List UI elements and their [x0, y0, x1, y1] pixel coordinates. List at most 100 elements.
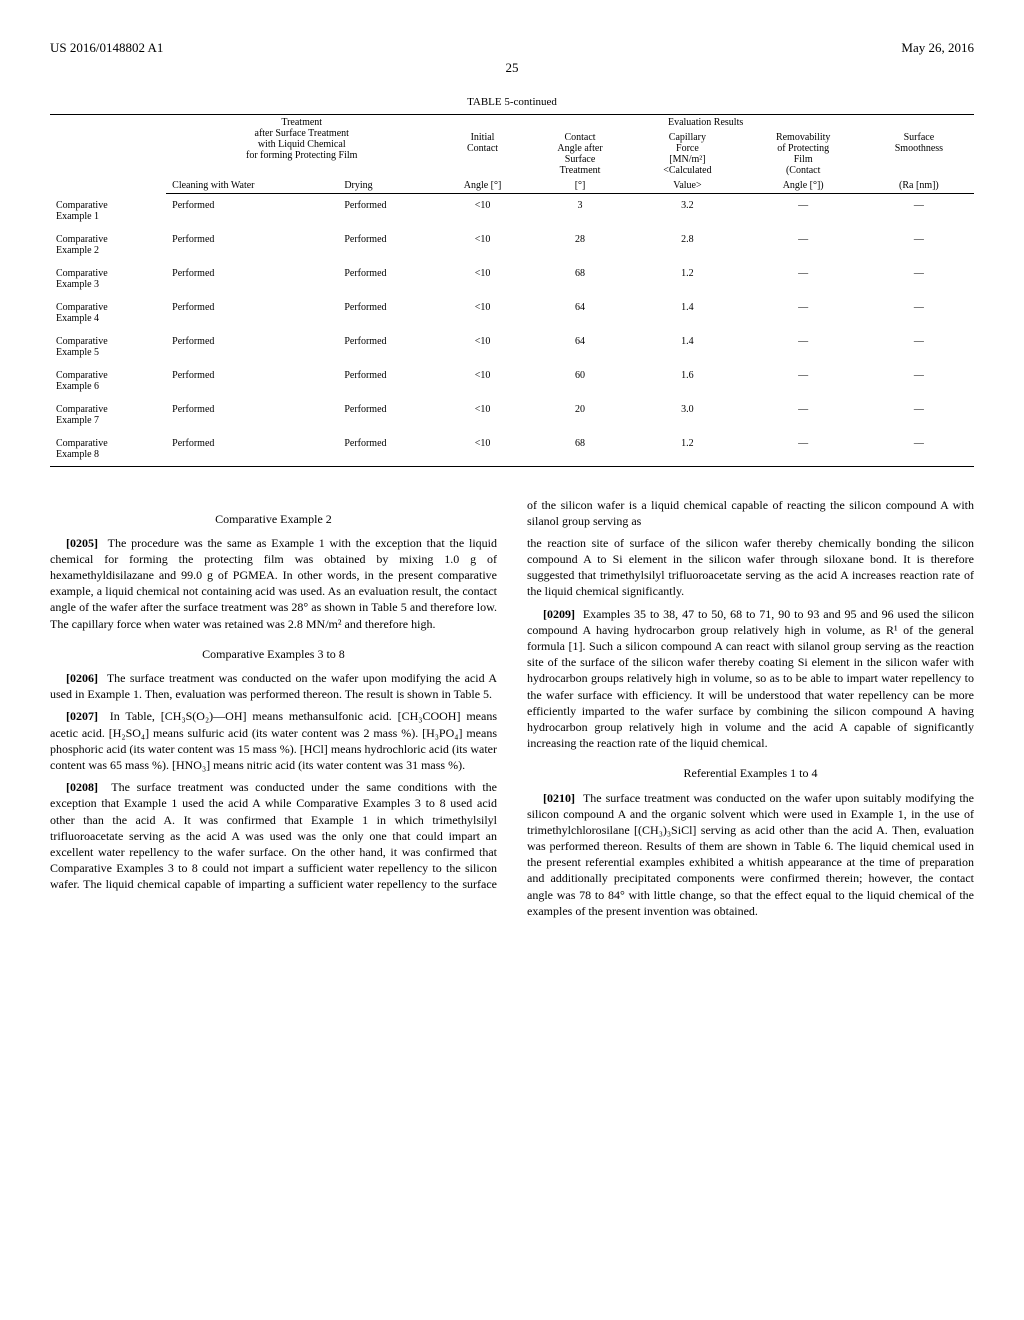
table-cell: <10	[437, 398, 528, 432]
table-cell: Comparative Example 5	[50, 330, 166, 364]
table-cell: <10	[437, 296, 528, 330]
table-cell: —	[864, 432, 974, 467]
table-cell: Performed	[166, 262, 338, 296]
table-cell: <10	[437, 364, 528, 398]
table-row: Comparative Example 3PerformedPerformed<…	[50, 262, 974, 296]
para-text: The procedure was the same as Example 1 …	[50, 536, 497, 631]
table-cell: Performed	[166, 432, 338, 467]
table-row: Comparative Example 4PerformedPerformed<…	[50, 296, 974, 330]
table-cell: 1.4	[632, 330, 742, 364]
table-cell: —	[743, 262, 864, 296]
table-cell: 20	[528, 398, 633, 432]
table-cell: Performed	[166, 194, 338, 228]
table-cell: —	[743, 398, 864, 432]
table-cell: Performed	[166, 330, 338, 364]
table-cell: 3.2	[632, 194, 742, 228]
table-cell: —	[864, 194, 974, 228]
col-angle: Angle [°]	[437, 178, 528, 194]
section-head-ref: Referential Examples 1 to 4	[527, 765, 974, 781]
section-head-ce38: Comparative Examples 3 to 8	[50, 646, 497, 662]
table-cell: 68	[528, 432, 633, 467]
table-cell: 1.6	[632, 364, 742, 398]
para-text: The surface treatment was conducted on t…	[50, 671, 497, 701]
para-num: [0205]	[66, 536, 98, 550]
table-cell: Comparative Example 1	[50, 194, 166, 228]
col-contact-after: Contact Angle after Surface Treatment	[528, 130, 633, 178]
para-0210: [0210] The surface treatment was conduct…	[527, 790, 974, 920]
table-cell: 1.2	[632, 432, 742, 467]
table-cell: <10	[437, 432, 528, 467]
col-treatment: Treatment after Surface Treatment with L…	[166, 115, 437, 179]
table-cell: 3.0	[632, 398, 742, 432]
table-cell: —	[864, 262, 974, 296]
table-cell: 64	[528, 296, 633, 330]
table-row: Comparative Example 6PerformedPerformed<…	[50, 364, 974, 398]
table-cell: Performed	[338, 364, 437, 398]
page-number: 25	[50, 60, 974, 76]
table-cell: 2.8	[632, 228, 742, 262]
col-deg: [°]	[528, 178, 633, 194]
para-num: [0209]	[543, 607, 575, 621]
table-cell: Comparative Example 7	[50, 398, 166, 432]
col-eval-results: Evaluation Results	[437, 115, 974, 131]
table-cell: 1.2	[632, 262, 742, 296]
table-cell: 64	[528, 330, 633, 364]
table-cell: Comparative Example 3	[50, 262, 166, 296]
table-cell: —	[864, 364, 974, 398]
table-row: Comparative Example 2PerformedPerformed<…	[50, 228, 974, 262]
table-cell: Performed	[338, 194, 437, 228]
col-drying: Drying	[338, 178, 437, 194]
para-text: In Table, [CH₃S(O₂)—OH] means methansulf…	[50, 709, 497, 772]
col-angle2: Angle [°])	[743, 178, 864, 194]
para-text: The surface treatment was conducted on t…	[527, 791, 974, 918]
table-cell: 3	[528, 194, 633, 228]
table-cell: <10	[437, 330, 528, 364]
page-header: US 2016/0148802 A1 May 26, 2016	[50, 40, 974, 56]
col-ra: (Ra [nm])	[864, 178, 974, 194]
table-cell: —	[743, 364, 864, 398]
table-cell: Performed	[338, 296, 437, 330]
body-columns: Comparative Example 2 [0205] The procedu…	[50, 497, 974, 920]
table-title: TABLE 5-continued	[50, 96, 974, 108]
para-0206: [0206] The surface treatment was conduct…	[50, 670, 497, 702]
table-cell: Performed	[166, 364, 338, 398]
table-cell: <10	[437, 262, 528, 296]
para-num: [0206]	[66, 671, 98, 685]
table-cell: —	[864, 296, 974, 330]
table-cell: —	[743, 228, 864, 262]
table-cell: 1.4	[632, 296, 742, 330]
table-row: Comparative Example 8PerformedPerformed<…	[50, 432, 974, 467]
table-cell: —	[864, 398, 974, 432]
col-removability: Removability of Protecting Film (Contact	[743, 130, 864, 178]
table-cell: —	[864, 228, 974, 262]
table-cell: —	[743, 296, 864, 330]
table-cell: Comparative Example 4	[50, 296, 166, 330]
table-cell: Performed	[338, 330, 437, 364]
table-row: Comparative Example 7PerformedPerformed<…	[50, 398, 974, 432]
table-row: Comparative Example 1PerformedPerformed<…	[50, 194, 974, 228]
para-num: [0210]	[543, 791, 575, 805]
table-cell: Performed	[166, 228, 338, 262]
table-cell: —	[743, 330, 864, 364]
col-value: Value>	[632, 178, 742, 194]
table-cell: —	[743, 194, 864, 228]
table-cell: —	[743, 432, 864, 467]
section-head-ce2: Comparative Example 2	[50, 511, 497, 527]
para-text: Examples 35 to 38, 47 to 50, 68 to 71, 9…	[527, 607, 974, 751]
para-0207: [0207] In Table, [CH₃S(O₂)—OH] means met…	[50, 708, 497, 773]
table-cell: Performed	[166, 296, 338, 330]
table-row: Comparative Example 5PerformedPerformed<…	[50, 330, 974, 364]
para-0209: [0209] Examples 35 to 38, 47 to 50, 68 t…	[527, 606, 974, 752]
table-cell: Performed	[338, 262, 437, 296]
table-cell: Performed	[338, 228, 437, 262]
table-cell: Performed	[166, 398, 338, 432]
col-cleaning: Cleaning with Water	[166, 178, 338, 194]
para-num: [0207]	[66, 709, 98, 723]
para-0205: [0205] The procedure was the same as Exa…	[50, 535, 497, 632]
table-cell: Comparative Example 2	[50, 228, 166, 262]
table-cell: —	[864, 330, 974, 364]
pub-number: US 2016/0148802 A1	[50, 40, 163, 56]
data-table: Treatment after Surface Treatment with L…	[50, 114, 974, 467]
para-num: [0208]	[66, 780, 98, 794]
table-cell: <10	[437, 194, 528, 228]
